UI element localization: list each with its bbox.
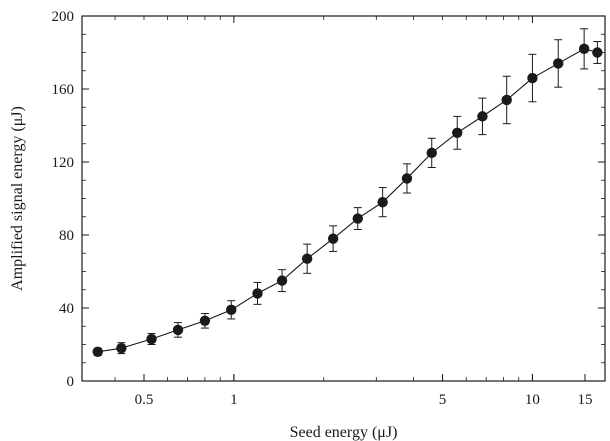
data-point: [199, 315, 211, 326]
data-marks: [92, 28, 603, 357]
x-tick-label: 15: [578, 392, 593, 408]
x-axis-label: Seed energy (μJ): [290, 424, 398, 441]
y-tick-label: 40: [59, 301, 74, 317]
data-point: [452, 127, 463, 138]
y-tick-label: 80: [59, 228, 74, 244]
data-point: [146, 333, 157, 345]
data-point: [377, 196, 388, 208]
data-point: [172, 324, 184, 336]
data-point: [276, 275, 288, 286]
plot-area: [81, 15, 606, 382]
data-point: [553, 58, 564, 69]
data-point: [252, 288, 263, 299]
data-point: [352, 213, 363, 224]
y-tick-label: 0: [67, 374, 75, 390]
data-point: [527, 72, 538, 84]
x-tick-label: 5: [439, 392, 447, 408]
data-point: [301, 253, 313, 264]
plot-frame: [81, 15, 606, 382]
data-point: [501, 94, 512, 106]
data-point: [116, 342, 127, 354]
data-point: [327, 233, 339, 244]
data-point: [578, 43, 590, 55]
series-line: [97, 48, 598, 353]
y-tick-label: 200: [52, 9, 75, 25]
data-point: [92, 346, 103, 357]
data-point: [401, 173, 413, 184]
x-tick-label: 10: [525, 392, 540, 408]
data-point: [426, 147, 437, 159]
y-tick-label: 120: [52, 155, 75, 171]
data-point: [592, 47, 603, 58]
y-tick-label: 160: [52, 82, 75, 98]
x-tick-label: 1: [230, 392, 238, 408]
data-point: [226, 304, 237, 316]
x-tick-label: 0.5: [135, 392, 154, 408]
y-axis-label: Amplified signal energy (μJ): [9, 106, 26, 291]
data-point: [477, 111, 488, 122]
